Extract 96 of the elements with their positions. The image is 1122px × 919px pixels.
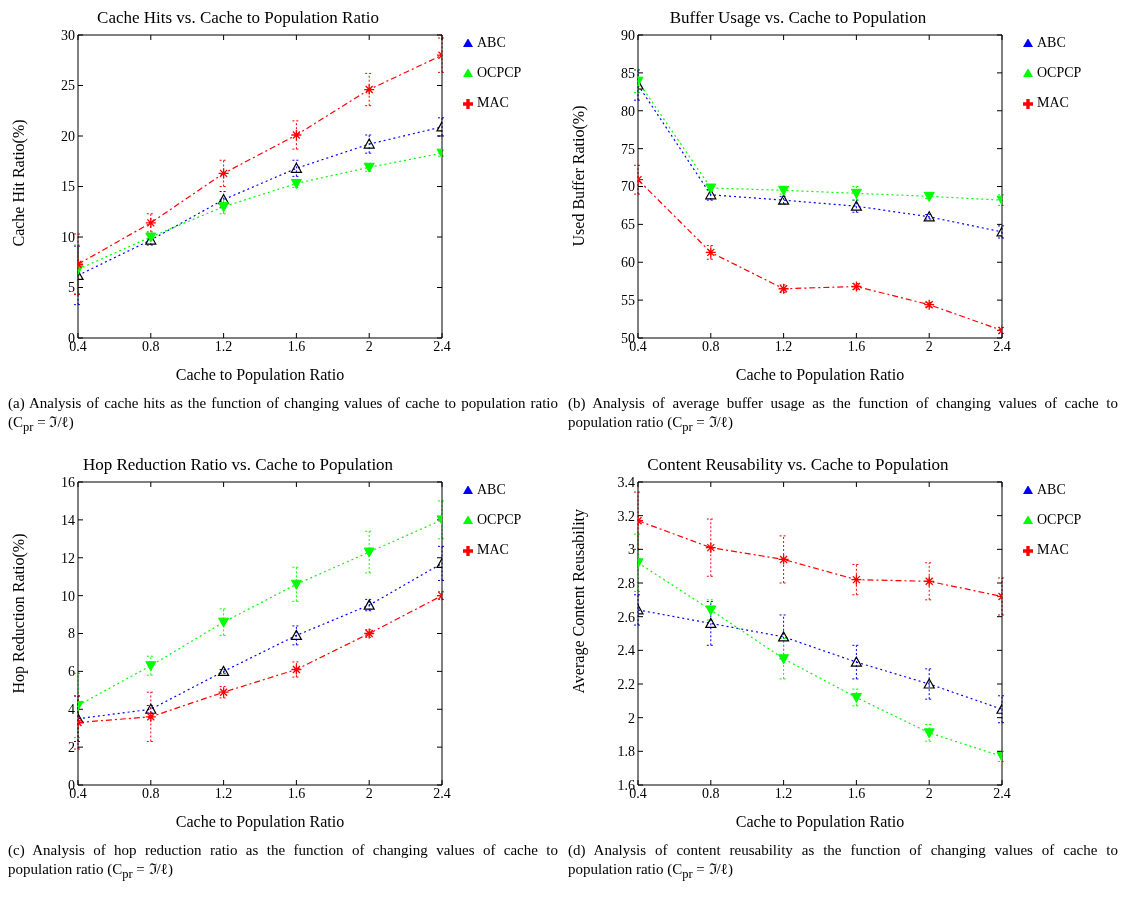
- y-tick-label: 3.4: [617, 474, 635, 490]
- y-tick-label: 65: [621, 217, 635, 233]
- point: [145, 661, 157, 672]
- y-tick-label: 8: [68, 626, 75, 642]
- y-axis-title: Used Buffer Ratio(%): [569, 105, 588, 247]
- text: (b) Analysis of average buffer usage as the function of changing values of cache to population ratio (C$_{pr}$ = ℑ/ℓ): [568, 394, 1118, 436]
- x-tick-label: 2.4: [993, 785, 1011, 801]
- point: [145, 711, 157, 723]
- x-tick-label: 1.6: [847, 338, 866, 354]
- legend-label: OCPCP: [1037, 512, 1082, 527]
- x-tick-label: 2: [925, 338, 933, 354]
- y-tick-label: 2.4: [617, 643, 635, 659]
- legend-label: MAC: [1037, 95, 1069, 110]
- y-tick-label: 2: [68, 740, 75, 756]
- point: [145, 217, 157, 229]
- x-tick-label: 1.2: [774, 338, 793, 354]
- chart-title: Buffer Usage vs. Cache to Population: [668, 8, 928, 28]
- y-axis-title: Hop Reduction Ratio(%): [9, 533, 28, 694]
- legend-label: MAC: [477, 542, 509, 557]
- y-tick-label: 10: [61, 588, 75, 604]
- text: (d) Analysis of content reusability as the function of changing values of cache to population ratio (C$_{pr}$ = ℑ/ℓ): [568, 841, 1118, 883]
- y-tick-label: 2.6: [617, 609, 635, 625]
- legend-label: ABC: [1037, 482, 1066, 497]
- y-tick-label: 5: [68, 280, 75, 296]
- x-tick-label: 1.2: [774, 785, 793, 801]
- point: [363, 547, 375, 558]
- y-tick-label: 85: [621, 65, 635, 81]
- legend-label: OCPCP: [1037, 65, 1082, 80]
- y-tick-label: 14: [61, 512, 75, 528]
- x-tick-label: 2.4: [433, 338, 451, 354]
- x-tick-label: 1.6: [287, 785, 306, 801]
- text: (a) Analysis of cache hits as the function of changing values of cache to population ratio (C$_{pr}$ = ℑ/ℓ): [8, 394, 558, 436]
- point: [778, 654, 790, 665]
- point: [777, 553, 790, 566]
- legend-label: MAC: [477, 95, 509, 110]
- x-tick-label: 0.8: [142, 785, 160, 801]
- legend-label: MAC: [1037, 542, 1069, 557]
- x-tick-label: 1.2: [214, 338, 233, 354]
- point: [923, 575, 935, 587]
- legend-label: OCPCP: [477, 65, 522, 80]
- x-axis-title: Cache to Population Ratio: [735, 366, 905, 384]
- x-axis-title: Cache to Population Ratio: [735, 813, 905, 831]
- point: [850, 573, 863, 586]
- y-tick-label: 2.8: [617, 575, 635, 591]
- point: [705, 605, 717, 616]
- legend-label: OCPCP: [477, 512, 522, 527]
- x-tick-label: 2: [365, 785, 373, 801]
- y-tick-label: 90: [621, 27, 635, 43]
- y-tick-label: 30: [61, 27, 75, 43]
- x-tick-label: 2.4: [433, 785, 451, 801]
- point: [363, 83, 375, 96]
- point: [850, 692, 862, 703]
- y-tick-label: 70: [621, 179, 635, 195]
- chart-title: Hop Reduction Ratio vs. Cache to Population: [81, 455, 395, 475]
- point: [217, 167, 230, 180]
- chart-title: Content Reusability vs. Cache to Population: [646, 455, 950, 475]
- y-tick-label: 15: [61, 179, 75, 195]
- legend-label: ABC: [477, 35, 506, 50]
- x-tick-label: 1.2: [214, 785, 233, 801]
- x-tick-label: 0.8: [702, 785, 720, 801]
- x-tick-label: 2: [365, 338, 373, 354]
- x-axis-title: Cache to Population Ratio: [175, 366, 345, 384]
- y-tick-label: 6: [68, 664, 75, 680]
- y-axis-title: Cache Hit Ratio(%): [9, 119, 28, 247]
- x-tick-label: 0.8: [702, 338, 720, 354]
- x-tick-label: 2.4: [993, 338, 1011, 354]
- x-tick-label: 1.6: [287, 338, 306, 354]
- y-tick-label: 20: [61, 128, 75, 144]
- x-tick-label: 1.6: [847, 785, 866, 801]
- y-tick-label: 80: [621, 103, 635, 119]
- legend-label: ABC: [477, 482, 506, 497]
- y-tick-label: 55: [621, 293, 635, 309]
- y-tick-label: 10: [61, 229, 75, 245]
- x-tick-label: 2: [925, 785, 933, 801]
- y-axis-title: Average Content Reusability: [569, 508, 588, 694]
- y-tick-label: 16: [61, 474, 75, 490]
- legend-label: ABC: [1037, 35, 1066, 50]
- y-tick-label: 75: [621, 141, 635, 157]
- y-tick-label: 12: [61, 550, 75, 566]
- y-tick-label: 2.2: [617, 676, 635, 692]
- y-tick-label: 3.2: [617, 508, 635, 524]
- y-tick-label: 60: [621, 255, 635, 271]
- y-tick-label: 4: [68, 702, 75, 718]
- y-tick-label: 1.8: [617, 744, 635, 760]
- point: [923, 728, 935, 739]
- point: [705, 542, 717, 554]
- y-tick-label: 3: [628, 542, 635, 558]
- chart-title: Cache Hits vs. Cache to Population Ratio: [96, 8, 380, 28]
- x-tick-label: 0.8: [142, 338, 160, 354]
- point: [290, 579, 302, 590]
- point: [290, 129, 303, 141]
- x-axis-title: Cache to Population Ratio: [175, 813, 345, 831]
- point: [218, 617, 230, 628]
- text: (c) Analysis of hop reduction ratio as the function of changing values of cache to population ratio (C$_{pr}$ = ℑ/ℓ): [8, 841, 558, 883]
- y-tick-label: 25: [61, 78, 75, 94]
- y-tick-label: 2: [628, 710, 635, 726]
